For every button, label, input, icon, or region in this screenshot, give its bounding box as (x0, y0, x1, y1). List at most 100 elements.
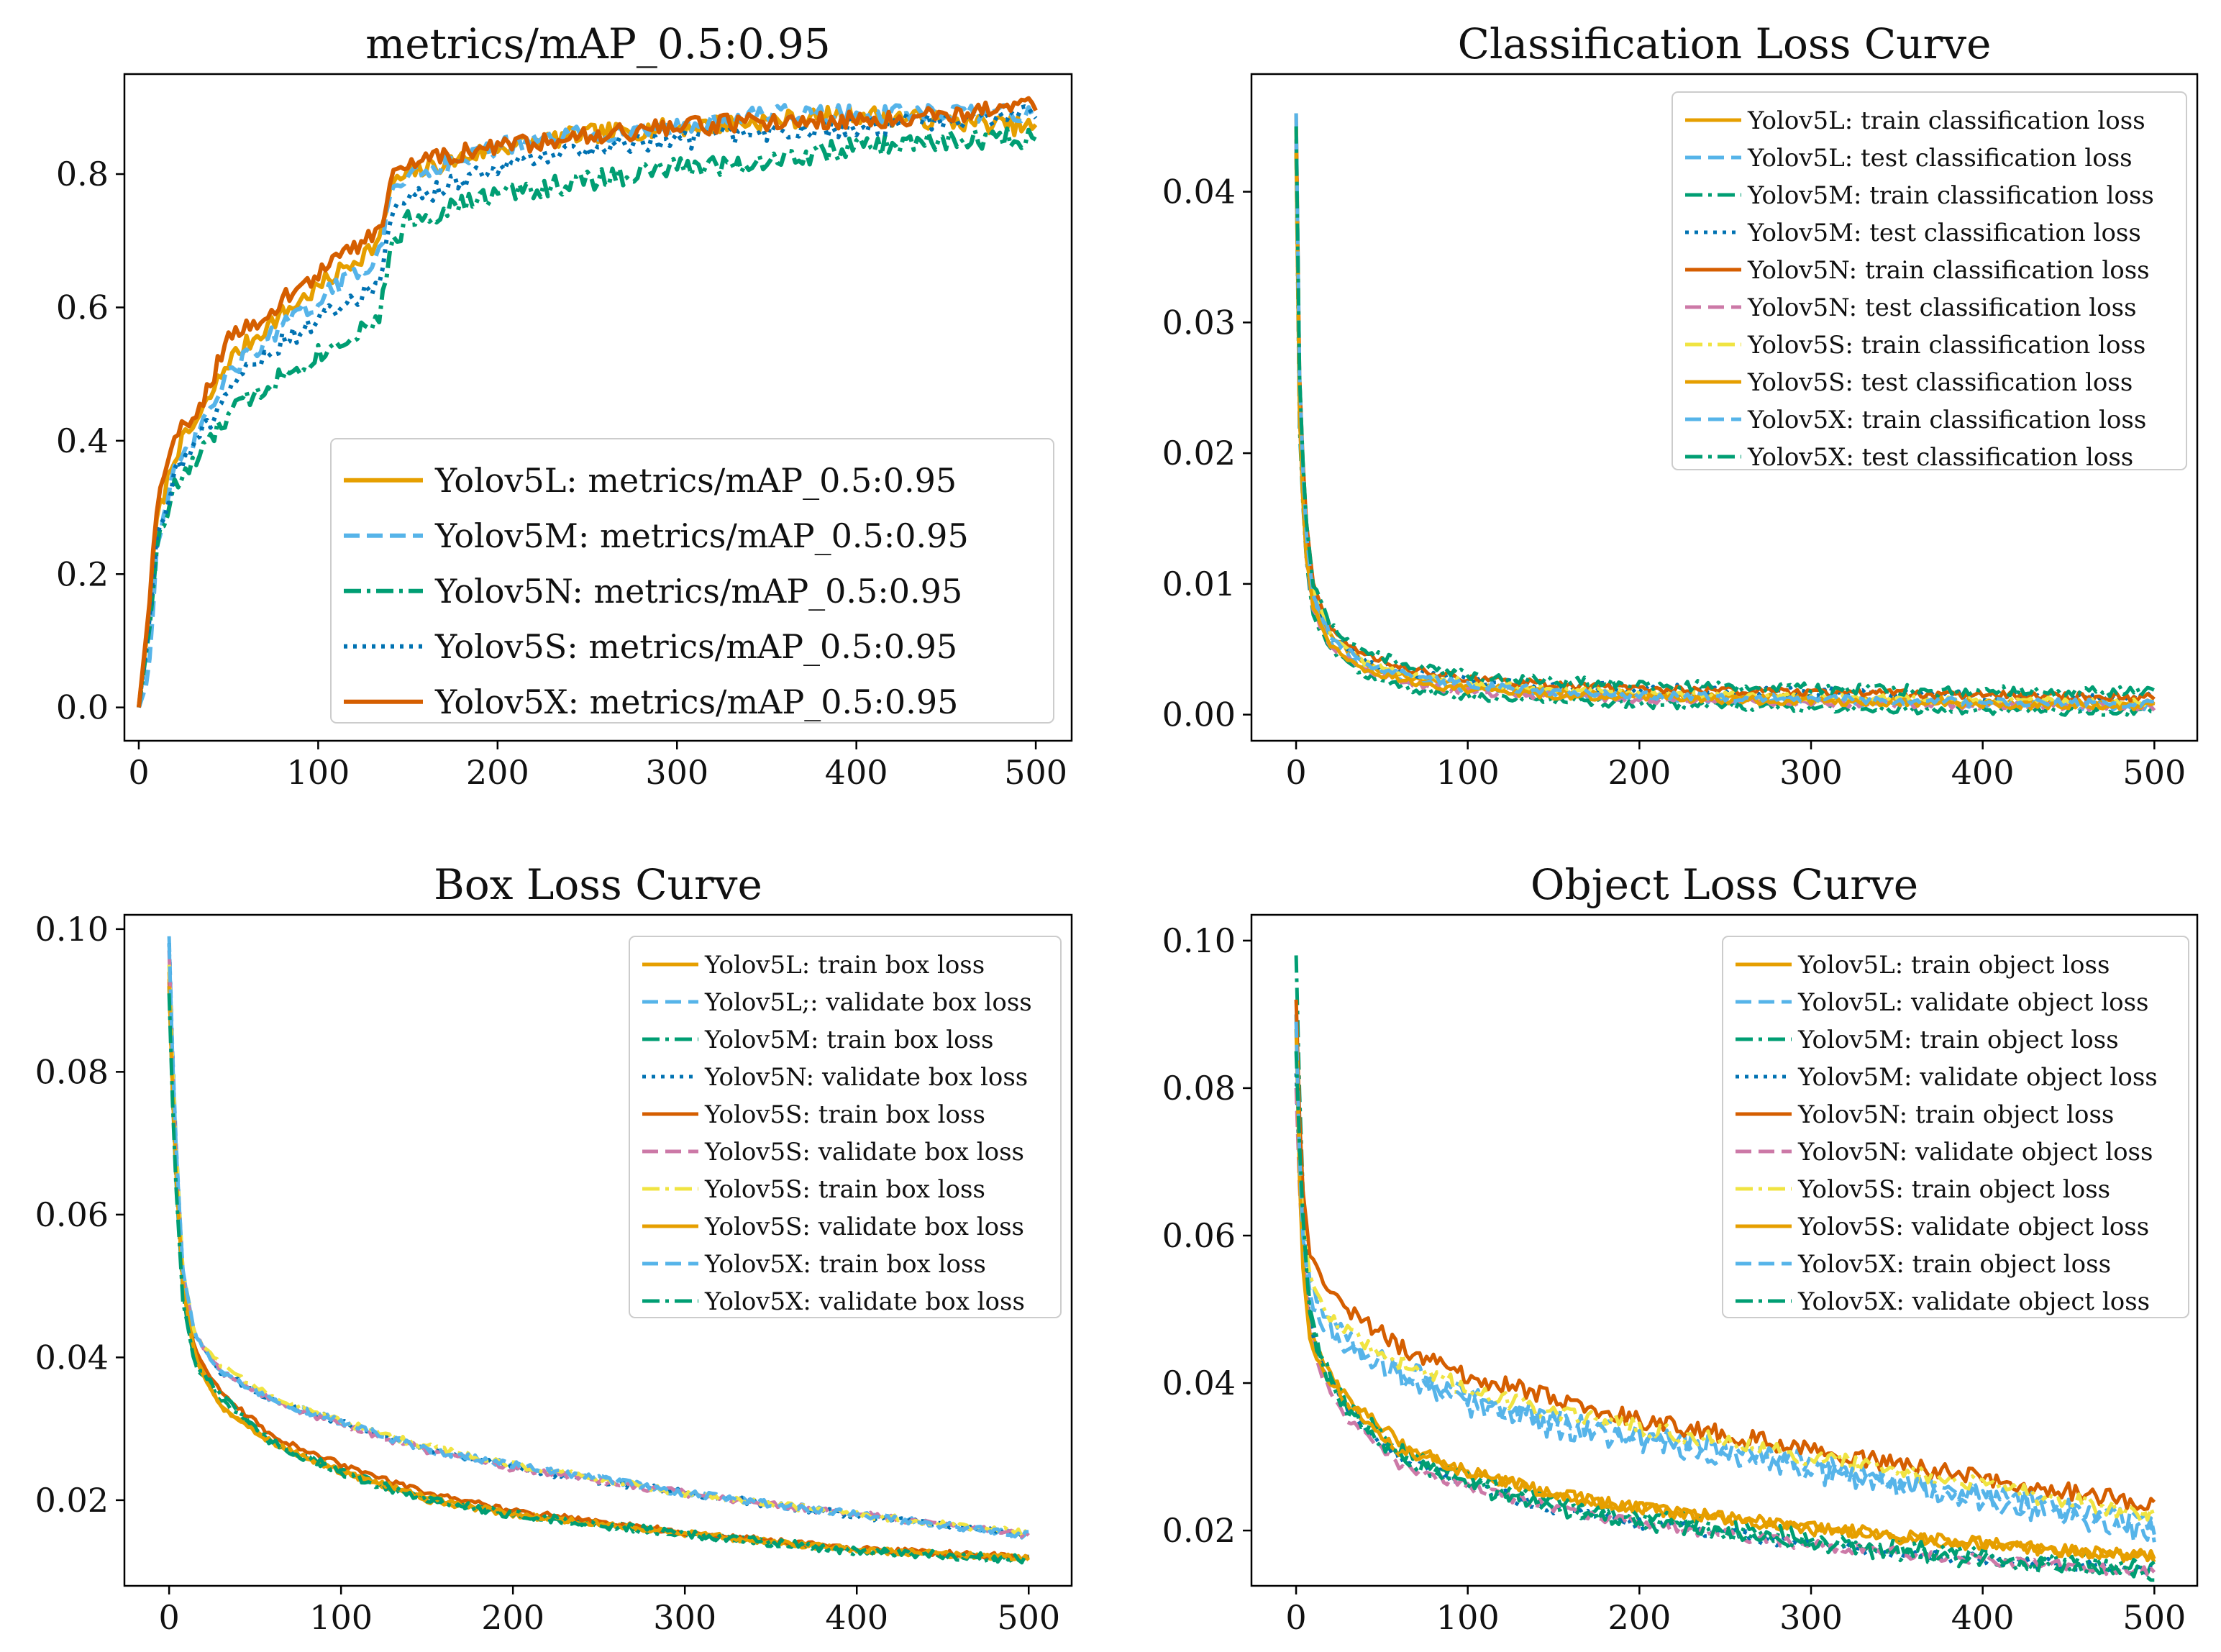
legend-label: Yolov5N: validate box loss (704, 1063, 1028, 1092)
y-tick-label: 0.6 (56, 288, 109, 327)
x-tick-label: 200 (1607, 1598, 1671, 1637)
legend: Yolov5L: train box loss Yolov5L;: validat… (629, 936, 1062, 1318)
axes-frame (1250, 73, 2199, 742)
chart-4: Object Loss Curve 0 100 200 300 400 500 0.02 0.0… (1162, 860, 2199, 1637)
x-tick-label: 0 (1285, 1598, 1306, 1637)
y-tick-label: 0.10 (1162, 921, 1236, 960)
x-tick-label: 100 (309, 1598, 373, 1637)
legend-label: Yolov5L;: validate box loss (704, 988, 1032, 1017)
chart-2: Classification Loss Curve 0 100 200 300 400 50… (1162, 19, 2199, 792)
x-tick-label: 100 (1436, 753, 1500, 792)
series-group (1294, 113, 2156, 717)
legend-label: Yolov5X: metrics/mAP_0.5:0.95 (434, 683, 958, 721)
legend-label: Yolov5N: test classification loss (1747, 293, 2137, 322)
legend: Yolov5L: metrics/mAP_0.5:0.95 Yolov5M: me… (330, 438, 1054, 724)
x-tick-label: 500 (997, 1598, 1060, 1637)
y-tick-label: 0.4 (56, 421, 109, 460)
series-line-3 (137, 126, 1037, 708)
legend-label: Yolov5S: test classification loss (1747, 368, 2133, 397)
chart-3: Box Loss Curve 0 100 200 300 400 500 0.02 0.04 0.… (35, 860, 1073, 1637)
series-line-9 (1294, 113, 2155, 709)
y-tick-label: 0.06 (35, 1195, 109, 1234)
y-tick-label: 0.03 (1162, 303, 1236, 342)
legend-frame (330, 438, 1054, 724)
legend-label: Yolov5X: train classification loss (1747, 406, 2146, 434)
legend: Yolov5L: train classification loss Yolov5… (1672, 91, 2187, 472)
series-group (167, 936, 1031, 1565)
legend-label: Yolov5N: train classification loss (1747, 256, 2150, 285)
legend-label: Yolov5X: train box loss (704, 1250, 986, 1279)
legend-label: Yolov5L: test classification loss (1747, 144, 2133, 173)
y-tick-label: 0.02 (35, 1481, 109, 1520)
legend-label: Yolov5X: test classification loss (1747, 443, 2133, 472)
series-group (1294, 955, 2156, 1582)
axes-frame (1250, 913, 2199, 1587)
x-tick-label: 400 (825, 1598, 888, 1637)
y-tick-label: 0.8 (56, 155, 109, 193)
axes-frame (123, 73, 1073, 742)
legend-frame (1672, 91, 2187, 470)
series-line-2 (137, 103, 1037, 708)
y-tick-label: 0.04 (35, 1338, 109, 1377)
x-tick-label: 500 (2122, 1598, 2186, 1637)
legend-label: Yolov5L: train box loss (704, 951, 985, 980)
legend-label: Yolov5X: train object loss (1797, 1250, 2111, 1279)
series-line-7 (1294, 1028, 2156, 1523)
x-tick-label: 0 (128, 753, 149, 792)
x-tick-label: 400 (1951, 753, 2015, 792)
x-tick-label: 200 (1607, 753, 1671, 792)
x-tick-label: 0 (159, 1598, 180, 1637)
series-line-10 (1294, 1051, 2155, 1582)
chart-title: metrics/mAP_0.5:0.95 (365, 19, 831, 68)
legend-label: Yolov5L: train object loss (1797, 951, 2110, 980)
legend-label: Yolov5L: train classification loss (1747, 106, 2145, 135)
series-line-9 (1294, 1021, 2156, 1544)
x-tick-label: 500 (2122, 753, 2186, 792)
legend-label: Yolov5S: train classification loss (1747, 331, 2145, 360)
x-tick-label: 400 (1951, 1598, 2015, 1637)
legend-frame (1722, 936, 2189, 1318)
legend-label: Yolov5S: validate box loss (704, 1213, 1024, 1241)
x-tick-label: 100 (286, 753, 350, 792)
series-group (137, 96, 1038, 708)
legend-label: Yolov5S: metrics/mAP_0.5:0.95 (434, 627, 957, 666)
series-line-10 (167, 993, 1029, 1565)
x-tick-label: 300 (1779, 753, 1843, 792)
x-tick-label: 500 (1004, 753, 1067, 792)
legend-label: Yolov5N: validate object loss (1797, 1138, 2153, 1167)
legend-label: Yolov5L: metrics/mAP_0.5:0.95 (434, 461, 957, 500)
legend-label: Yolov5N: train object loss (1797, 1100, 2114, 1129)
series-line-8 (1294, 1028, 2156, 1561)
legend-label: Yolov5L: validate object loss (1797, 988, 2149, 1017)
y-tick-label: 0.04 (1162, 1364, 1236, 1402)
y-tick-label: 0.00 (1162, 695, 1236, 734)
y-tick-label: 0.01 (1162, 565, 1236, 603)
x-tick-label: 100 (1436, 1598, 1500, 1637)
x-tick-label: 400 (825, 753, 888, 792)
y-tick-label: 0.04 (1162, 173, 1236, 211)
y-tick-label: 0.06 (1162, 1216, 1236, 1255)
axes-frame (123, 913, 1073, 1587)
x-tick-label: 200 (481, 1598, 544, 1637)
legend-label: Yolov5M: train object loss (1797, 1026, 2119, 1054)
series-line-9 (167, 943, 1029, 1540)
y-tick-label: 0.08 (1162, 1069, 1236, 1108)
y-tick-label: 0.02 (1162, 1511, 1236, 1550)
chart-title: Object Loss Curve (1531, 860, 1918, 909)
legend-label: Yolov5M: validate object loss (1797, 1063, 2158, 1092)
legend-label: Yolov5S: validate box loss (704, 1138, 1024, 1167)
legend-label: Yolov5S: train object loss (1797, 1175, 2110, 1204)
legend-label: Yolov5N: metrics/mAP_0.5:0.95 (434, 572, 962, 611)
legend: Yolov5L: train object loss Yolov5L: valid… (1722, 936, 2189, 1318)
x-tick-label: 300 (653, 1598, 716, 1637)
series-line-6 (167, 950, 1030, 1538)
legend-label: Yolov5M: metrics/mAP_0.5:0.95 (434, 516, 969, 555)
y-tick-label: 0.08 (35, 1052, 109, 1091)
legend-label: Yolov5S: train box loss (704, 1100, 985, 1129)
series-line-5 (137, 96, 1038, 708)
legend-frame (629, 936, 1062, 1318)
chart-1: metrics/mAP_0.5:0.95 0 100 200 300 400 500 0.0 0… (56, 19, 1073, 792)
x-tick-label: 0 (1285, 753, 1306, 792)
series-line-3 (167, 986, 1029, 1564)
